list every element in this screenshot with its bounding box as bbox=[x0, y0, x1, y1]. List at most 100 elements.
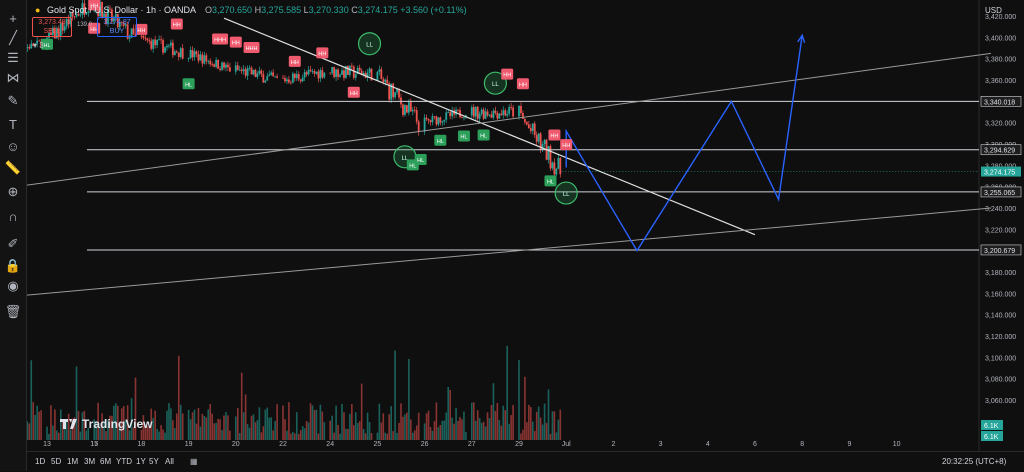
buy-button[interactable]: 3,274.87 BUY bbox=[97, 17, 137, 37]
swing-label-box-hl bbox=[544, 175, 557, 187]
last-price-label: 3,274.175 bbox=[984, 170, 1015, 177]
range-5d[interactable]: 5D bbox=[51, 457, 62, 466]
chart-area[interactable]: 3,420.000 3,400.000 3,380.000 3,360.000 3,34… bbox=[27, 0, 1024, 471]
candle-body bbox=[211, 64, 214, 66]
volume-bar bbox=[236, 408, 239, 440]
candle-body bbox=[439, 117, 442, 123]
trash-icon[interactable]: 🗑 bbox=[4, 304, 22, 319]
candle-body bbox=[508, 107, 511, 114]
volume-bar bbox=[156, 429, 158, 440]
clock-time[interactable]: 20:32:25 (UTC+8) bbox=[942, 457, 1007, 466]
emoji-icon[interactable]: ☺ bbox=[6, 138, 20, 154]
volume-bar bbox=[109, 415, 111, 440]
volume-bar bbox=[303, 428, 306, 440]
volume-bar bbox=[301, 426, 304, 440]
range-all[interactable]: All bbox=[165, 457, 174, 466]
volume-bar bbox=[195, 423, 198, 440]
volume-bar bbox=[69, 429, 72, 440]
candle-body bbox=[504, 110, 507, 116]
candle-body bbox=[490, 114, 493, 118]
candle-body bbox=[103, 13, 105, 18]
price-axis[interactable] bbox=[979, 0, 1024, 451]
price-chart[interactable]: 3,420.000 3,400.000 3,380.000 3,360.000 3,34… bbox=[27, 0, 1024, 451]
candle-body bbox=[345, 66, 347, 78]
ruler-icon[interactable]: 📏 bbox=[4, 160, 22, 175]
range-6m[interactable]: 6M bbox=[100, 457, 112, 466]
volume-bar bbox=[380, 422, 383, 440]
range-1y[interactable]: 1Y bbox=[136, 457, 146, 466]
trendline-icon[interactable]: ╱ bbox=[9, 30, 17, 45]
volume-bar bbox=[526, 422, 528, 440]
range-3m[interactable]: 3M bbox=[84, 457, 96, 466]
volume-bar bbox=[311, 405, 314, 440]
brush-icon[interactable]: ✎ bbox=[7, 93, 19, 108]
candle-body bbox=[527, 124, 530, 129]
volume-bar bbox=[79, 431, 82, 440]
volume-bar bbox=[191, 412, 194, 440]
symbol-title[interactable]: Gold Spot / U.S. Dollar · 1h · OANDA bbox=[47, 5, 197, 15]
swing-label-text: HH bbox=[137, 28, 145, 34]
swing-label-text: HL bbox=[547, 179, 554, 185]
volume-bar bbox=[512, 405, 514, 440]
volume-bar bbox=[356, 423, 359, 440]
range-1d[interactable]: 1D bbox=[35, 457, 46, 466]
zoom-in-icon[interactable]: ⊕ bbox=[7, 184, 19, 199]
volume-bar bbox=[282, 405, 284, 440]
volume-bar bbox=[524, 376, 526, 440]
candle-body bbox=[396, 88, 398, 93]
drawing-toolbar: + ╱ ☰ ⋈ ✎ T ☺ 📏 ⊕ ∩ ✐ 🔒 ◉ 🗑 bbox=[0, 0, 27, 471]
candle-body bbox=[175, 51, 178, 53]
volume-bar bbox=[252, 414, 255, 440]
volume-bar bbox=[284, 419, 286, 440]
candle-body bbox=[551, 162, 554, 169]
range-1m[interactable]: 1M bbox=[67, 457, 79, 466]
currency-selector[interactable]: USD bbox=[985, 6, 1002, 15]
level-price-label: 3,200.679 bbox=[984, 248, 1015, 255]
price-tick-label: 3,080.000 bbox=[985, 377, 1016, 384]
volume-bar bbox=[179, 404, 182, 440]
fib-icon[interactable]: ☰ bbox=[7, 50, 19, 65]
magnet-icon[interactable]: ∩ bbox=[8, 208, 18, 224]
volume-bar bbox=[539, 417, 542, 440]
candle-body bbox=[28, 47, 31, 49]
volume-bar bbox=[48, 433, 50, 440]
lock-icon[interactable]: 🔒 bbox=[4, 258, 22, 273]
candle-body bbox=[234, 65, 237, 72]
crosshair-icon[interactable]: + bbox=[9, 10, 17, 26]
volume-bar bbox=[398, 422, 400, 440]
volume-bar bbox=[97, 402, 99, 440]
text-icon[interactable]: T bbox=[9, 116, 17, 132]
candle-body bbox=[343, 70, 345, 78]
sell-button[interactable]: 3,273.48 SELL bbox=[32, 17, 72, 37]
volume-bar bbox=[378, 403, 381, 440]
pattern-icon[interactable]: ⋈ bbox=[6, 70, 20, 85]
volume-bar bbox=[67, 413, 70, 440]
volume-bar bbox=[227, 415, 229, 440]
candle-body bbox=[541, 144, 544, 150]
volume-bar bbox=[292, 431, 294, 440]
candle-body bbox=[134, 34, 137, 36]
volume-bar bbox=[541, 424, 544, 440]
lock-draw-icon[interactable]: ✐ bbox=[7, 236, 19, 251]
tradingview-logo-icon bbox=[60, 419, 77, 429]
time-tick-label: 20 bbox=[232, 441, 240, 448]
date-range-icon[interactable]: ▦ bbox=[190, 457, 198, 466]
volume-bar bbox=[272, 430, 274, 440]
candle-body bbox=[313, 71, 316, 74]
candle-body bbox=[81, 3, 84, 15]
eye-icon[interactable]: ◉ bbox=[7, 278, 19, 293]
range-5y[interactable]: 5Y bbox=[149, 457, 159, 466]
volume-bar bbox=[537, 406, 540, 440]
volume-bar bbox=[492, 383, 495, 440]
candle-body bbox=[61, 22, 64, 31]
candle-body bbox=[207, 60, 210, 62]
volume-bar bbox=[404, 414, 406, 440]
price-tick-label: 3,100.000 bbox=[985, 355, 1016, 362]
candle-body bbox=[150, 40, 153, 49]
volume-bar bbox=[425, 413, 428, 440]
indicator-toggle[interactable]: ▾ 3 bbox=[33, 41, 44, 50]
range-ytd[interactable]: YTD bbox=[116, 457, 132, 466]
bottom-toolbar: 1D 5D 1M 3M 6M YTD 1Y 5Y All ▦ 20:32:25 … bbox=[27, 451, 1024, 472]
volume-bar bbox=[276, 404, 278, 440]
candle-body bbox=[427, 118, 430, 121]
